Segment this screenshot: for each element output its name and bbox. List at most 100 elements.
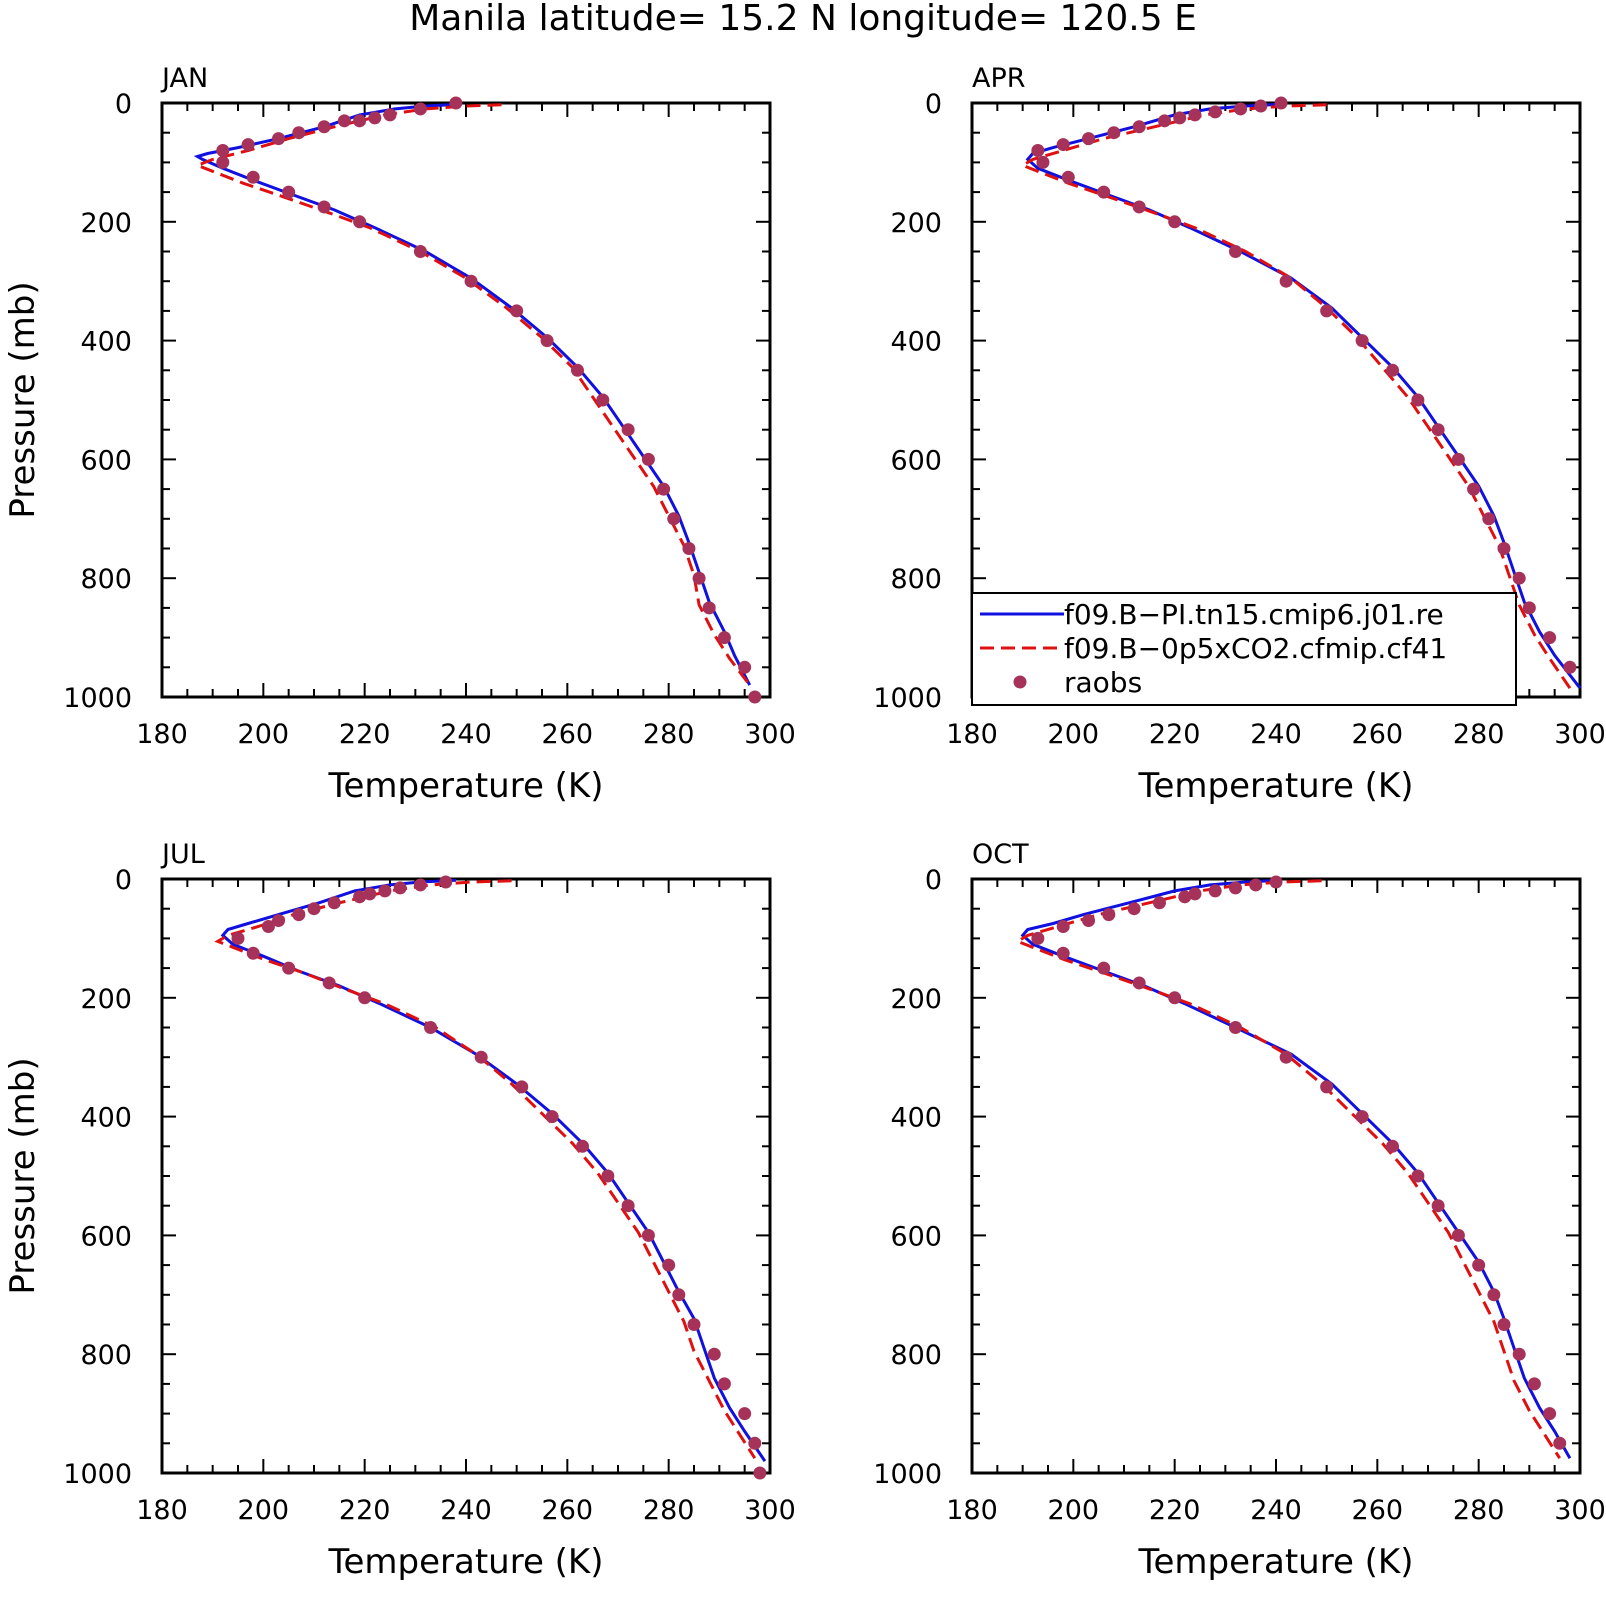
raobs-point	[246, 946, 260, 960]
x-tick-label: 300	[744, 719, 796, 750]
plot-frame	[160, 877, 772, 1475]
x-tick-label: 280	[643, 1495, 695, 1526]
raobs-point	[322, 976, 336, 990]
y-tick-label: 0	[925, 865, 942, 896]
x-axis-title: Temperature (K)	[1137, 766, 1413, 806]
y-tick-label: 200	[890, 208, 942, 239]
raobs-point	[474, 1050, 488, 1064]
panel-title: APR	[972, 63, 1026, 94]
series-line-co2	[214, 879, 757, 1460]
y-tick-label: 1000	[873, 1459, 942, 1490]
x-tick-label: 240	[1250, 719, 1302, 750]
raobs-point	[1497, 542, 1511, 555]
x-tick-label: 200	[238, 1495, 290, 1526]
raobs-point	[1031, 144, 1045, 158]
raobs-point	[1355, 334, 1369, 348]
x-tick-label: 180	[946, 1495, 998, 1526]
raobs-point	[1082, 914, 1096, 928]
y-tick-label: 1000	[873, 683, 942, 714]
raobs-point	[1188, 108, 1202, 122]
series-line-co2	[193, 103, 751, 687]
y-tick-label: 0	[115, 89, 132, 120]
x-tick-label: 220	[1149, 719, 1201, 750]
series-line-pi	[220, 878, 767, 1462]
raobs-point	[317, 200, 331, 214]
raobs-point	[1132, 976, 1146, 990]
raobs-point	[621, 423, 635, 437]
y-tick-label: 200	[80, 984, 132, 1015]
raobs-point	[378, 884, 392, 898]
raobs-point	[1178, 890, 1192, 904]
raobs-point	[707, 1347, 721, 1361]
x-tick-label: 200	[1048, 719, 1100, 750]
raobs-point	[1320, 1080, 1334, 1094]
y-tick-label: 800	[890, 564, 942, 595]
raobs-point	[1208, 105, 1222, 119]
raobs-point	[413, 245, 427, 258]
raobs-point	[748, 1436, 762, 1450]
raobs-point	[1543, 631, 1557, 645]
x-tick-label: 240	[440, 1495, 492, 1526]
raobs-point	[1254, 99, 1268, 113]
panel-title: JUL	[160, 839, 205, 870]
raobs-point	[363, 887, 377, 901]
raobs-point	[1056, 946, 1070, 960]
raobs-point	[1056, 138, 1070, 152]
raobs-point	[1431, 423, 1445, 437]
raobs-point	[753, 1466, 767, 1480]
x-tick-label: 280	[1453, 719, 1505, 750]
raobs-point	[413, 102, 427, 116]
raobs-point	[717, 1377, 731, 1391]
panel-title: OCT	[972, 839, 1029, 870]
raobs-point	[353, 890, 367, 904]
y-tick-label: 800	[890, 1340, 942, 1371]
raobs-point	[1107, 126, 1121, 140]
raobs-point	[510, 304, 524, 318]
y-tick-label: 800	[80, 564, 132, 595]
legend-box	[971, 592, 1517, 706]
raobs-point	[687, 1318, 701, 1331]
raobs-point	[1228, 881, 1242, 895]
raobs-point	[1411, 393, 1425, 407]
y-tick-label: 400	[80, 1103, 132, 1134]
raobs-point	[1512, 1347, 1526, 1361]
raobs-point	[1168, 991, 1182, 1005]
raobs-point	[1386, 1139, 1400, 1153]
x-tick-label: 260	[542, 719, 594, 750]
raobs-point	[1472, 1258, 1486, 1272]
y-tick-label: 200	[80, 208, 132, 239]
panel-title: JAN	[160, 63, 208, 94]
x-tick-label: 220	[1149, 1495, 1201, 1526]
raobs-point	[231, 931, 245, 945]
raobs-point	[1279, 274, 1293, 288]
panel-jan: 180 200 220 240 260 280 300 0 200 400 600 800 1000 JA…	[3, 63, 796, 806]
raobs-point	[545, 1110, 559, 1124]
raobs-point	[439, 875, 453, 889]
raobs-point	[317, 120, 331, 134]
raobs-point	[702, 601, 716, 615]
raobs-point	[282, 961, 296, 975]
x-tick-label: 180	[136, 719, 188, 750]
raobs-point	[738, 660, 752, 674]
raobs-point	[1411, 1169, 1425, 1183]
raobs-point	[1487, 1288, 1501, 1302]
raobs-point	[393, 881, 407, 895]
raobs-point	[307, 902, 321, 916]
raobs-point	[1522, 601, 1536, 615]
raobs-point	[601, 1169, 615, 1183]
raobs-point	[1036, 155, 1050, 169]
raobs-point	[1097, 961, 1111, 975]
raobs-point	[1451, 1228, 1465, 1242]
raobs-point	[1056, 920, 1070, 934]
raobs-point	[672, 1288, 686, 1302]
raobs-point	[1132, 200, 1146, 214]
raobs-point	[1386, 363, 1400, 377]
raobs-point	[1031, 931, 1045, 945]
raobs-point	[1188, 887, 1202, 901]
raobs-point	[682, 542, 696, 555]
raobs-point	[667, 512, 681, 526]
raobs-point	[1152, 896, 1166, 910]
raobs-point	[657, 482, 671, 496]
raobs-point	[1451, 452, 1465, 466]
